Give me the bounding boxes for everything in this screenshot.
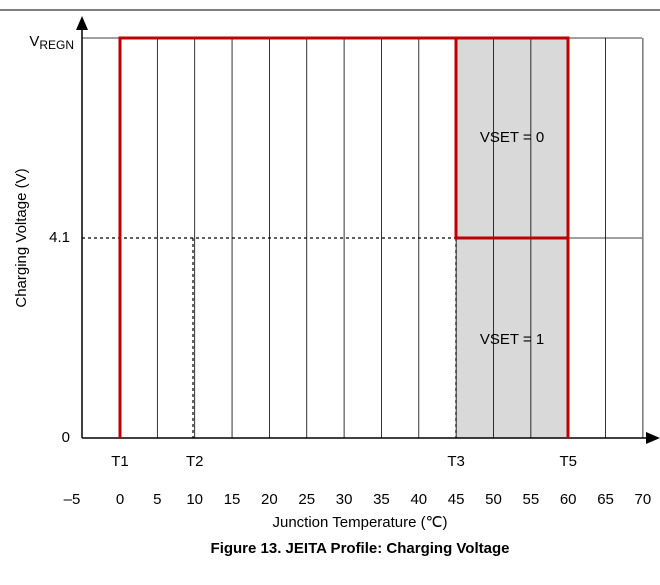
x-labels: –5 0 5 10 15 20 25 30 35 40 45 50 55 60 65 70 T1 T2 T3 T5 xyxy=(64,453,652,508)
arrow xyxy=(76,16,88,30)
x-label: 65 xyxy=(597,491,614,508)
x-label: 40 xyxy=(410,491,427,508)
x-label: 60 xyxy=(560,491,577,508)
marker-label: T2 xyxy=(186,453,204,470)
marker-label: T3 xyxy=(447,453,465,470)
x-label: 30 xyxy=(336,491,353,508)
x-label: 45 xyxy=(448,491,465,508)
x-label: 15 xyxy=(224,491,241,508)
y-label-sub: REGN xyxy=(39,38,74,52)
y-label: 0 xyxy=(62,429,70,446)
x-label: 20 xyxy=(261,491,278,508)
x-label: 10 xyxy=(186,491,203,508)
x-label: 70 xyxy=(635,491,652,508)
x-label: 35 xyxy=(373,491,390,508)
y-axis-title: Charging Voltage (V) xyxy=(13,168,30,307)
profile xyxy=(118,36,570,438)
y-label-main: V xyxy=(29,33,39,50)
marker-label: T1 xyxy=(111,453,129,470)
x-label: 55 xyxy=(523,491,540,508)
x-label: 25 xyxy=(298,491,315,508)
marker-label: T5 xyxy=(559,453,577,470)
y-label: VREGN xyxy=(29,33,74,52)
x-label: 0 xyxy=(116,491,124,508)
region-label: VSET = 0 xyxy=(480,129,544,146)
arrow xyxy=(646,432,660,444)
x-label: 5 xyxy=(153,491,161,508)
region-label: VSET = 1 xyxy=(480,331,544,348)
y-label: 4.1 xyxy=(49,229,70,246)
x-axis-title: Junction Temperature (℃) xyxy=(273,514,448,531)
x-label: –5 xyxy=(64,491,81,508)
x-label: 50 xyxy=(485,491,502,508)
figure-title: Figure 13. JEITA Profile: Charging Volta… xyxy=(211,540,510,557)
